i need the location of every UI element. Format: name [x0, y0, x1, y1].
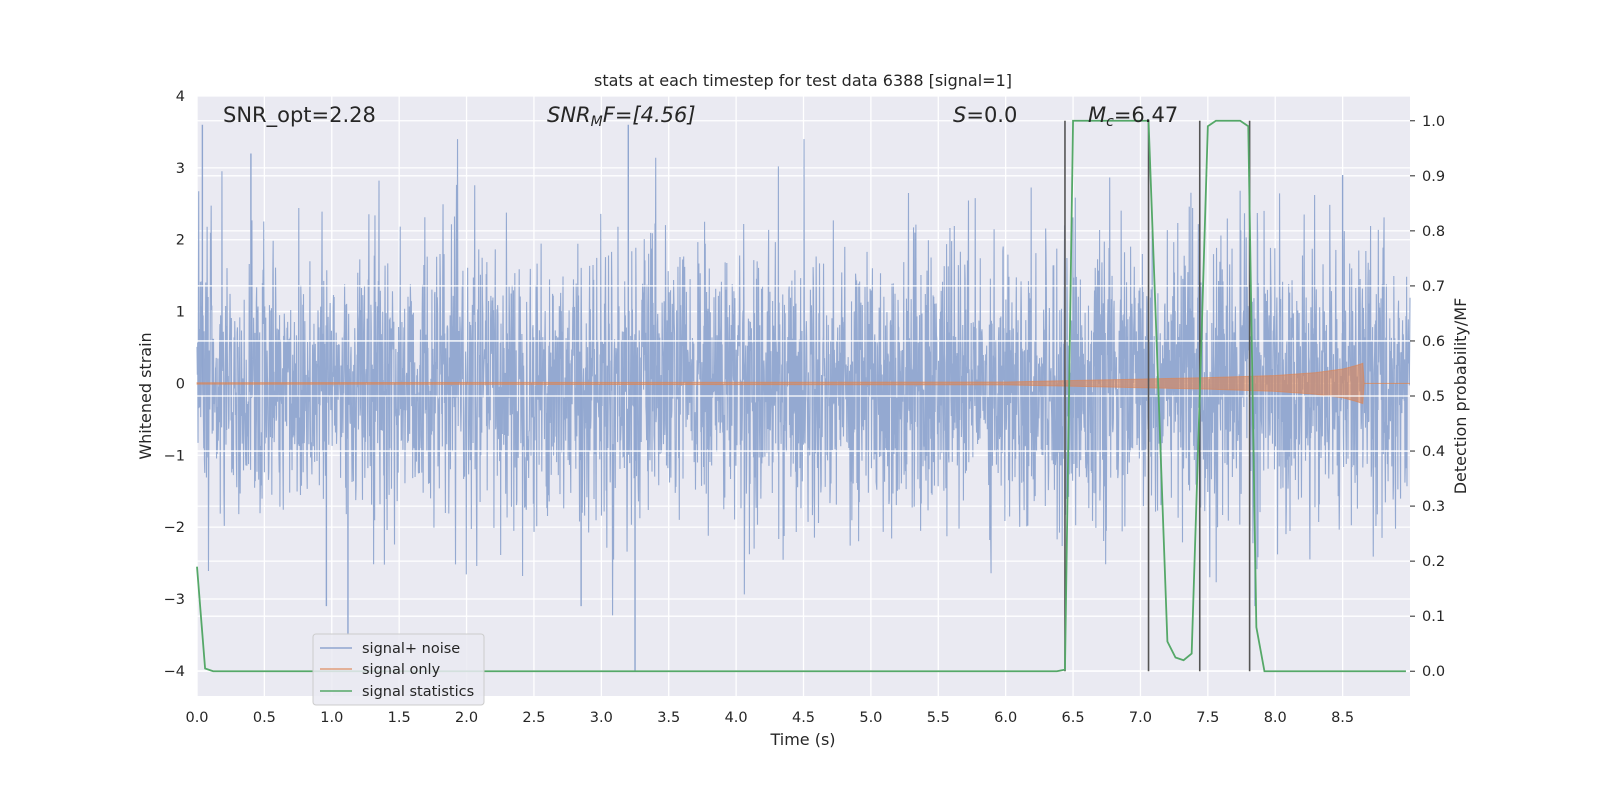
- series-signal-statistics: [196, 119, 1406, 673]
- annotation-mc-main: M: [1088, 103, 1106, 127]
- x-tick-labels: 0.0 0.5 1.0 1.5 2.0 2.5 3.0 3.5 4.0 4.5 5.0 5.5 6.0 6…: [185, 710, 1354, 726]
- y-tick-label: 0: [176, 376, 185, 392]
- x-axis-label: Time (s): [769, 730, 835, 749]
- signal-noise-line: [196, 139, 1411, 616]
- y-tick-label: −3: [164, 592, 185, 608]
- y2-tick-label: 0.1: [1422, 609, 1445, 625]
- chart-title: stats at each timestep for test data 638…: [594, 71, 1012, 90]
- x-tick-label: 6.5: [1062, 710, 1085, 726]
- x-tick-label: 8.0: [1264, 710, 1287, 726]
- series-signal-only: [196, 362, 1410, 405]
- annotation-snr-mf-sub: M: [591, 114, 603, 130]
- annotation-s: S=0.0: [953, 103, 1017, 127]
- x-tick-label: 7.0: [1129, 710, 1152, 726]
- x-tick-label: 8.5: [1331, 710, 1354, 726]
- annotation-s-rest: =0.0: [966, 103, 1017, 127]
- y-tick-label: −4: [164, 664, 185, 680]
- x-tick-label: 6.0: [994, 710, 1017, 726]
- signal-statistics-line: [196, 119, 1406, 673]
- x-tick-label: 0.5: [253, 710, 276, 726]
- x-tick-label: 5.0: [859, 710, 882, 726]
- annotation-snr-mf-rest: F=[4.56]: [603, 103, 696, 127]
- y-tick-label: −1: [164, 448, 185, 464]
- annotation-s-italic: S: [953, 103, 966, 127]
- x-tick-label: 1.5: [388, 710, 411, 726]
- annotation-snr-mf-main: SNR: [547, 103, 591, 127]
- annotation-mc: Mc=6.47: [1088, 103, 1178, 130]
- y2-tick-label: 1.0: [1422, 114, 1445, 130]
- x-tick-label: 4.0: [725, 710, 748, 726]
- extra-gridlines: [197, 285, 1410, 452]
- y2-tick-label: 0.0: [1422, 664, 1445, 680]
- y-tick-labels: 4 3 2 1 0 −1 −2 −3 −4: [164, 89, 185, 680]
- annotation-snr-mf: SNRMF=[4.56]: [547, 103, 696, 130]
- y2-tick-label: 0.5: [1422, 389, 1445, 405]
- y2-tick-label: 0.2: [1422, 554, 1445, 570]
- y2-axis-label: Detection probability/MF: [1451, 298, 1470, 495]
- y2-tick-label: 0.9: [1422, 169, 1445, 185]
- y-axis-label: Whitened strain: [136, 332, 155, 459]
- y-tick-label: −2: [164, 520, 185, 536]
- x-tick-label: 1.0: [320, 710, 343, 726]
- y-tick-label: 2: [176, 233, 185, 249]
- x-tick-label: 2.5: [522, 710, 545, 726]
- x-tick-label: 0.0: [185, 710, 208, 726]
- x-tick-label: 7.5: [1196, 710, 1219, 726]
- y2-tick-labels: 1.0 0.9 0.8 0.7 0.6 0.5 0.4 0.3 0.2 0.1 0.0: [1410, 114, 1445, 680]
- legend: signal+ noise signal only signal statist…: [312, 633, 485, 706]
- y2-tick-label: 0.6: [1422, 334, 1445, 350]
- legend-label-signal-statistics: signal statistics: [362, 684, 474, 700]
- x-tick-label: 3.0: [590, 710, 613, 726]
- x-tick-label: 4.5: [792, 710, 815, 726]
- y-tick-label: 3: [176, 161, 185, 177]
- x-tick-label: 2.0: [455, 710, 478, 726]
- annotation-mc-sub: c: [1106, 114, 1114, 130]
- x-tick-label: 3.5: [657, 710, 680, 726]
- annotation-snr-opt: SNR_opt=2.28: [223, 103, 376, 128]
- y2-tick-label: 0.4: [1422, 444, 1445, 460]
- legend-box: [312, 633, 485, 706]
- y2-tick-label: 0.7: [1422, 279, 1445, 295]
- annotation-mc-rest: =6.47: [1114, 103, 1178, 127]
- x-tick-label: 5.5: [927, 710, 950, 726]
- legend-label-signal-noise: signal+ noise: [362, 641, 460, 657]
- y-tick-label: 1: [176, 305, 185, 321]
- legend-label-signal-only: signal only: [362, 662, 441, 678]
- y2-tick-label: 0.3: [1422, 499, 1445, 515]
- y-tick-label: 4: [176, 89, 185, 105]
- y2-tick-label: 0.8: [1422, 224, 1445, 240]
- signal-only-envelope: [196, 362, 1365, 405]
